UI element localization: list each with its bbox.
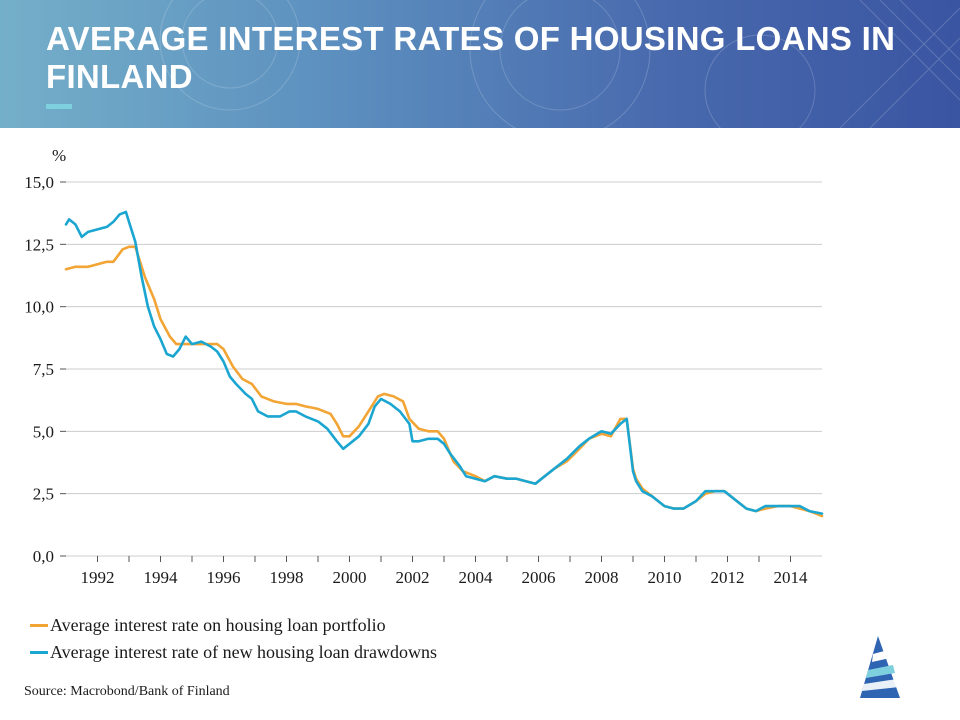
title-accent-bar [46, 104, 72, 109]
page-title: AVERAGE INTEREST RATES OF HOUSING LOANS … [46, 20, 896, 95]
x-tick-label: 2008 [585, 568, 619, 587]
series-line-portfolio [64, 245, 824, 518]
y-tick-label: 0,0 [33, 547, 54, 566]
legend-item-drawdowns: Average interest rate of new housing loa… [30, 639, 590, 666]
x-tick-label: 1998 [270, 568, 304, 587]
legend-swatch-portfolio [30, 624, 48, 627]
line-chart: % 0,0 2,5 5,0 7,5 10,0 12,5 15,0 1992 1994 1996 199… [24, 146, 824, 587]
title-banner: AVERAGE INTEREST RATES OF HOUSING LOANS … [0, 0, 960, 128]
y-unit-label: % [52, 146, 66, 165]
legend-item-portfolio: Average interest rate on housing loan po… [30, 612, 590, 639]
source-note: Source: Macrobond/Bank of Finland [24, 684, 230, 699]
legend-label-drawdowns: Average interest rate of new housing loa… [50, 642, 438, 662]
bank-of-finland-logo-icon [860, 636, 900, 698]
y-tick-label: 15,0 [24, 173, 54, 192]
legend: Average interest rate on housing loan po… [30, 612, 590, 666]
x-tick-label: 2010 [648, 568, 682, 587]
series-line-drawdowns [64, 210, 824, 515]
x-tick-label: 2004 [459, 568, 494, 587]
x-tick-label: 2014 [774, 568, 809, 587]
y-tick-label: 7,5 [33, 360, 54, 379]
x-tick-label: 2002 [396, 568, 430, 587]
y-tick-label: 10,0 [24, 298, 54, 317]
x-tick-label: 2000 [333, 568, 367, 587]
legend-swatch-drawdowns [30, 651, 48, 654]
y-tick-label: 5,0 [33, 422, 54, 441]
x-tick-label: 1996 [207, 568, 241, 587]
x-tick-label: 1994 [144, 568, 179, 587]
x-tick-label: 2012 [711, 568, 745, 587]
x-tick-label: 1992 [81, 568, 115, 587]
banner-decoration [159, 0, 960, 128]
legend-label-portfolio: Average interest rate on housing loan po… [50, 615, 386, 635]
x-tick-label: 2006 [522, 568, 556, 587]
y-tick-label: 12,5 [24, 235, 54, 254]
y-tick-label: 2,5 [33, 485, 54, 504]
